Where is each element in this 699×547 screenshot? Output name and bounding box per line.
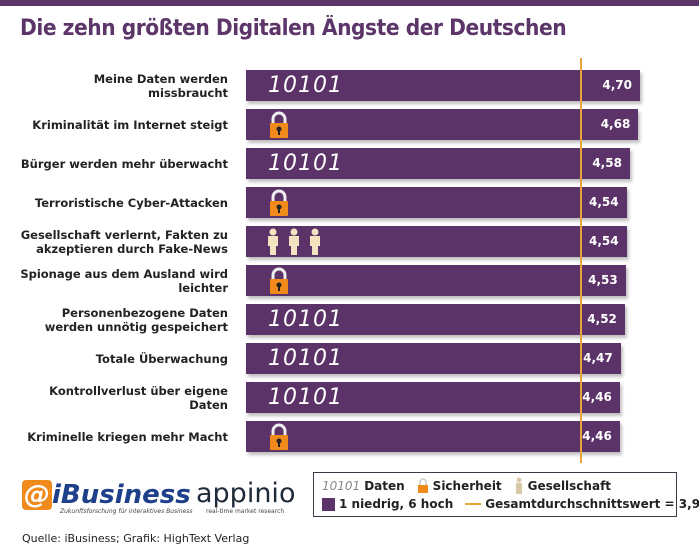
legend-gesellschaft: Gesellschaft: [527, 479, 612, 493]
value-label: 4,53: [588, 273, 618, 287]
bar: 4,68: [246, 109, 639, 143]
top-bar: [0, 0, 699, 6]
value-label: 4,46: [582, 390, 612, 404]
category-label: Meine Daten werden missbraucht: [93, 71, 228, 100]
category-label: Kriminalität im Internet steigt: [32, 117, 228, 132]
legend-average: Gesamtdurchschnittswert = 3,99: [485, 497, 699, 511]
legend-daten: Daten: [364, 479, 405, 493]
source-note: Quelle: iBusiness; Grafik: HighText Verl…: [22, 532, 250, 545]
appinio-logo: appinio: [196, 478, 296, 509]
value-label: 4,52: [587, 312, 617, 326]
category-label: Totale Überwachung: [95, 351, 228, 366]
category-label: Spionage aus dem Ausland wird leichter: [20, 266, 228, 295]
ibusiness-tagline: Zukunftsforschung für interaktives Busin…: [60, 508, 193, 515]
binary-icon: 10101: [268, 151, 343, 176]
legend-row-scale: 1 niedrig, 6 hoch Gesamtdurchschnittswer…: [322, 497, 699, 511]
legend-sicherheit: Sicherheit: [432, 479, 502, 493]
value-label: 4,47: [583, 351, 613, 365]
value-label: 4,68: [600, 117, 631, 131]
binary-icon: 10101: [268, 73, 343, 98]
binary-icon: 10101: [268, 385, 343, 410]
lock-icon: [268, 111, 290, 143]
category-label: Terroristische Cyber-Attacken: [34, 195, 228, 210]
category-label: Kontrollverlust über eigene Daten: [49, 383, 228, 412]
average-line: [580, 58, 582, 463]
bar: 4,54: [246, 226, 627, 257]
binary-icon: 10101: [322, 479, 361, 493]
bar: 10101 4,47: [246, 343, 621, 374]
lock-icon: [417, 478, 428, 493]
legend-row-categories: 10101 Daten Sicherheit Gesellschaft: [322, 477, 611, 495]
binary-icon: 10101: [268, 346, 343, 371]
lock-icon: [268, 267, 290, 299]
bar: 4,46: [246, 421, 620, 452]
binary-icon: 10101: [268, 307, 343, 332]
people-icon: [268, 228, 324, 260]
value-label: 4,54: [588, 195, 619, 209]
category-label: Gesellschaft verlernt, Fakten zu akzepti…: [20, 227, 228, 256]
chart-title: Die zehn größten Digitalen Ängste der De…: [20, 16, 567, 41]
ibusiness-logo-text: iBusiness: [52, 480, 191, 510]
bar: 10101 4,58: [246, 148, 630, 179]
legend: 10101 Daten Sicherheit Gesellschaft 1 ni…: [313, 472, 699, 517]
lock-icon: [268, 423, 290, 455]
value-label: 4,58: [592, 156, 622, 170]
value-label: 4,46: [582, 429, 612, 443]
bar-swatch: [322, 497, 335, 511]
category-label: Bürger werden mehr überwacht: [20, 156, 228, 171]
value-label: 4,70: [602, 78, 632, 92]
average-swatch: [465, 503, 482, 505]
person-icon: [515, 477, 522, 494]
lock-icon: [268, 189, 290, 221]
category-label: Personenbezogene Daten werden unnötig ge…: [44, 305, 228, 334]
legend-scale: 1 niedrig, 6 hoch: [339, 497, 454, 511]
bar: 10101 4,46: [246, 382, 620, 413]
value-label: 4,54: [588, 234, 619, 248]
appinio-tagline: real-time market research: [206, 508, 285, 515]
bar: 4,54: [246, 187, 627, 218]
ibusiness-logo: @iBusiness: [22, 480, 191, 510]
bar: 4,53: [246, 265, 626, 296]
bar: 10101 4,70: [246, 70, 640, 101]
bar: 10101 4,52: [246, 304, 625, 335]
category-label: Kriminelle kriegen mehr Macht: [27, 429, 228, 444]
